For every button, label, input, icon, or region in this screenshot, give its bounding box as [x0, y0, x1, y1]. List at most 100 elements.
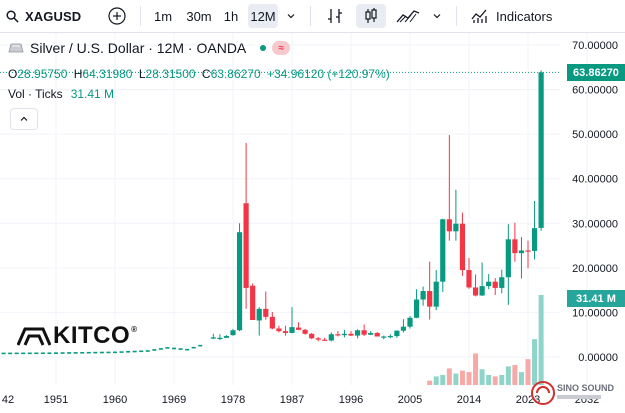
volume-bar: [479, 369, 485, 385]
candle-body: [472, 287, 479, 296]
search-icon: [6, 9, 19, 23]
candle: [106, 351, 111, 354]
volume-bar: [446, 368, 452, 385]
candle-body: [368, 332, 374, 335]
price-axis-label: 10.00000: [572, 307, 618, 319]
volume-bar: [538, 295, 544, 385]
candle-body: [230, 330, 236, 336]
time-axis-label: 2005: [398, 394, 422, 406]
time-axis-label: 1960: [103, 394, 127, 406]
candle-body: [492, 281, 498, 288]
legend-title: Silver / U.S. Dollar · 12M · OANDA: [30, 40, 247, 56]
close-label: C: [201, 67, 211, 81]
volume-bar: [525, 359, 531, 385]
volume-tag: 31.41 M: [567, 290, 625, 307]
interval-1m[interactable]: 1m: [150, 0, 176, 32]
time-axis-label: 2014: [457, 394, 481, 406]
candle: [8, 352, 13, 355]
candle: [1, 352, 6, 355]
candle: [113, 351, 117, 354]
price-axis[interactable]: 70.00000 60.00000 50.00000 40.00000 30.00000…: [572, 40, 618, 364]
time-axis-label: 1951: [44, 394, 68, 406]
candles: [1, 70, 544, 355]
candle-body: [276, 328, 282, 332]
candle: [21, 352, 26, 355]
candle: [99, 351, 104, 354]
time-axis-label: 1987: [280, 394, 304, 406]
bar-chart-type-button[interactable]: [326, 0, 344, 32]
kitco-mark-icon: [17, 327, 51, 346]
candle-body: [223, 336, 230, 338]
candle-body: [243, 203, 249, 288]
time-axis-label: 2023: [516, 394, 540, 406]
candle-body: [361, 330, 367, 335]
candle-body: [413, 299, 420, 318]
chevron-down-icon: [287, 14, 295, 19]
volume-bar: [518, 372, 524, 385]
volume-bar: [532, 339, 538, 385]
candle-body: [446, 219, 452, 232]
candle-body: [322, 339, 328, 341]
candle: [14, 352, 19, 355]
candle: [132, 350, 137, 353]
volume-bar: [459, 370, 465, 385]
candle: [165, 347, 170, 349]
price-chart[interactable]: 70.00000 60.00000 50.00000 40.00000 30.00000…: [0, 33, 625, 413]
candle: [119, 351, 124, 353]
candle-body: [505, 239, 511, 278]
watermark: SINO SOUND: [529, 378, 617, 408]
open-label: O: [8, 67, 18, 81]
candle: [172, 347, 176, 350]
compare-button[interactable]: [108, 0, 126, 32]
candle: [185, 348, 190, 351]
candle: [126, 351, 131, 353]
candles-chart-type-button[interactable]: [356, 4, 386, 28]
market-status-pill[interactable]: ≈: [254, 40, 291, 56]
volume-bar: [453, 373, 459, 385]
candle-body: [309, 333, 315, 339]
legend-title-row: Silver / U.S. Dollar · 12M · OANDA ≈: [8, 40, 291, 56]
time-axis[interactable]: 42 1951 1960 1969 1978 1987 1996 2005 2014 2023 20…: [2, 394, 599, 406]
open-value: 28.95750: [17, 67, 68, 81]
candle-body: [282, 331, 289, 333]
time-axis-label: 1978: [221, 394, 245, 406]
area-chart-icon: [396, 10, 420, 23]
line-chart-type-button[interactable]: [396, 0, 420, 32]
candle-body: [210, 337, 216, 339]
kitco-logo-text: KITCO: [53, 322, 131, 349]
volume-bar: [492, 376, 498, 385]
candle: [178, 348, 183, 350]
candle: [34, 352, 39, 355]
candle-body: [236, 232, 243, 331]
candle: [27, 352, 32, 355]
candle: [67, 352, 72, 354]
interval-label: 12M: [250, 8, 276, 24]
candle: [86, 351, 91, 354]
interval-12M[interactable]: 12M: [248, 4, 278, 28]
candle-body: [394, 330, 400, 337]
candle-body: [538, 72, 544, 228]
candle-body: [420, 291, 426, 300]
candle: [158, 348, 163, 350]
candle-body: [374, 332, 380, 337]
interval-dropdown[interactable]: [286, 0, 296, 32]
time-axis-label: 42: [2, 394, 14, 406]
candle-body: [341, 333, 348, 336]
interval-30m[interactable]: 30m: [184, 0, 214, 32]
delayed-data-icon: ≈: [272, 41, 291, 55]
price-axis-label: 30.00000: [572, 218, 618, 230]
indicators-button[interactable]: Indicators: [470, 0, 552, 32]
collapse-legend-button[interactable]: [10, 108, 38, 130]
close-value: 63.86270: [210, 67, 261, 81]
candle-body: [479, 286, 485, 296]
candle-body: [453, 223, 459, 232]
candle-body: [217, 337, 223, 340]
silver-bar-icon: [8, 43, 24, 53]
symbol-search[interactable]: XAGUSD: [0, 0, 81, 32]
chart-type-dropdown[interactable]: [432, 0, 442, 32]
candle-body: [525, 250, 531, 252]
candle: [145, 350, 150, 352]
add-circle-icon: [108, 7, 126, 25]
candle-body: [354, 330, 361, 336]
interval-1h[interactable]: 1h: [220, 0, 242, 32]
